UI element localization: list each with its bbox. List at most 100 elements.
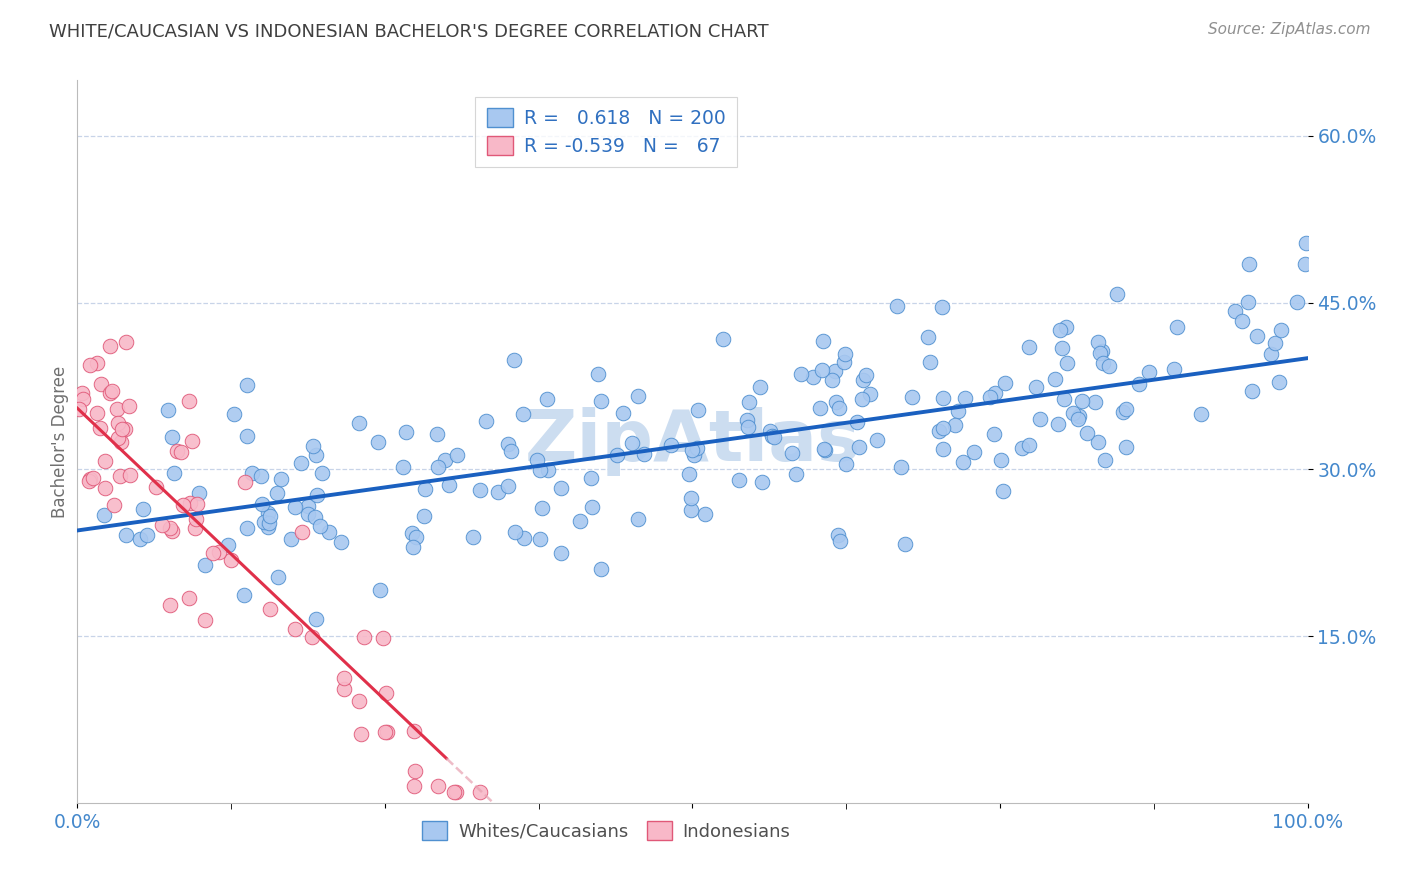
Point (434, 452, 457, 467)
Point (194, 558, 217, 572)
Point (94, 481, 117, 495)
Point (297, 500, 319, 514)
Point (813, 442, 835, 456)
Point (550, 481, 572, 495)
Point (404, 723, 426, 738)
Point (751, 475, 773, 490)
Point (259, 508, 281, 523)
Point (131, 502, 153, 516)
Point (349, 694, 371, 708)
Point (735, 413, 758, 427)
Point (350, 727, 373, 741)
Point (184, 520, 207, 534)
Point (291, 524, 314, 539)
Point (801, 369, 824, 384)
Point (1237, 294, 1260, 309)
Point (737, 395, 759, 409)
Point (304, 510, 326, 524)
Text: WHITE/CAUCASIAN VS INDONESIAN BACHELOR'S DEGREE CORRELATION CHART: WHITE/CAUCASIAN VS INDONESIAN BACHELOR'S… (49, 22, 769, 40)
Point (67, 401, 90, 416)
Point (932, 420, 955, 434)
Point (1053, 392, 1076, 406)
Point (259, 602, 281, 616)
Point (94, 454, 117, 468)
Point (412, 508, 434, 523)
Point (943, 418, 966, 433)
Point (761, 429, 783, 443)
Point (920, 355, 942, 369)
Point (1294, 257, 1316, 271)
Point (115, 334, 138, 349)
Point (827, 528, 849, 542)
Point (845, 415, 868, 429)
Point (859, 387, 882, 401)
Point (1264, 335, 1286, 350)
Point (180, 434, 202, 449)
Text: Source: ZipAtlas.com: Source: ZipAtlas.com (1208, 22, 1371, 37)
Point (395, 425, 418, 439)
Point (177, 591, 200, 605)
Point (252, 515, 274, 529)
Point (475, 414, 498, 428)
Point (249, 468, 271, 483)
Point (201, 546, 224, 560)
Point (90, 377, 112, 392)
Point (1091, 356, 1114, 370)
Point (1260, 347, 1282, 361)
Point (160, 430, 183, 444)
Point (588, 368, 610, 382)
Point (550, 546, 572, 560)
Point (79, 358, 101, 372)
Point (1054, 319, 1077, 334)
Point (426, 779, 449, 793)
Point (333, 681, 356, 696)
Point (105, 401, 128, 416)
Point (250, 497, 273, 511)
Point (948, 404, 970, 418)
Point (531, 501, 554, 516)
Point (79, 474, 101, 488)
Point (1029, 412, 1052, 426)
Point (415, 482, 437, 496)
Point (1241, 384, 1264, 398)
Point (1050, 341, 1073, 355)
Point (591, 394, 613, 409)
Point (952, 455, 974, 469)
Point (620, 436, 643, 450)
Point (256, 506, 278, 520)
Point (496, 437, 519, 451)
Point (748, 380, 770, 394)
Point (267, 570, 290, 584)
Point (1268, 376, 1291, 390)
Point (789, 367, 811, 381)
Point (486, 484, 509, 499)
Point (284, 500, 307, 515)
Point (1230, 313, 1253, 327)
Point (463, 530, 485, 544)
Point (219, 553, 242, 567)
Point (439, 477, 461, 491)
Point (1098, 359, 1121, 373)
Point (377, 725, 399, 739)
Point (1011, 441, 1033, 455)
Point (993, 483, 1015, 498)
Point (114, 422, 136, 436)
Point (1237, 257, 1260, 271)
Point (681, 442, 703, 457)
Point (170, 445, 193, 459)
Point (446, 785, 468, 799)
Point (824, 395, 846, 409)
Point (1295, 236, 1317, 251)
Point (932, 442, 955, 456)
Point (953, 391, 976, 405)
Point (762, 430, 785, 444)
Point (305, 488, 328, 502)
Point (536, 463, 558, 477)
Point (591, 562, 613, 576)
Point (79, 472, 101, 486)
Point (163, 467, 186, 481)
Point (222, 408, 245, 422)
Point (208, 545, 231, 559)
Point (785, 467, 807, 481)
Point (374, 724, 396, 739)
